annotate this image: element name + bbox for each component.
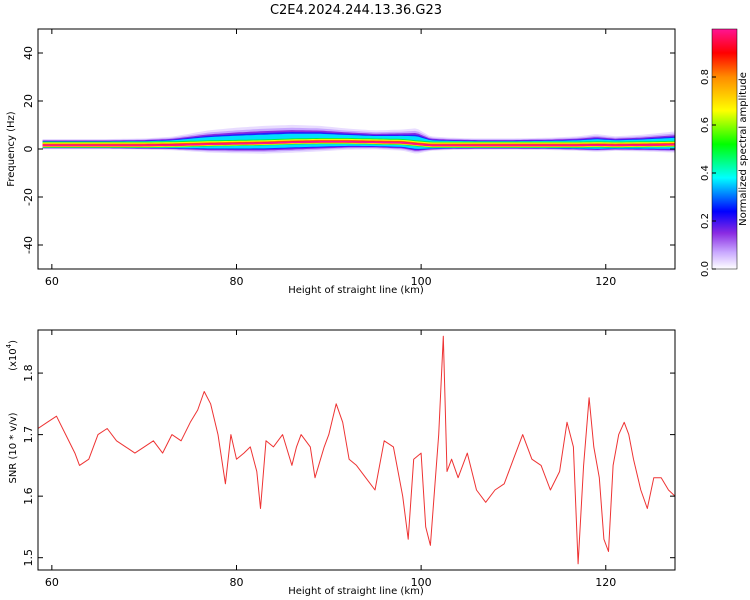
- snr-y-tick-label: 1.5: [22, 549, 35, 567]
- snr-y-scale-label: (x104): [5, 340, 19, 371]
- snr-series-line: [38, 335, 675, 565]
- colorbar-ticks: 0.0 0.2 0.4 0.6 0.8: [700, 69, 716, 277]
- snr-x-axis-label: Height of straight line (km): [288, 586, 424, 597]
- spectrogram-heatmap: [42, 124, 675, 154]
- snr-panel: 60 80 100 120 1.5 1.6 1.7 1.8 Height of straig…: [5, 329, 676, 597]
- snr-x-tick-label: 80: [229, 576, 243, 589]
- snr-x-ticks: 60 80 100 120: [45, 330, 616, 589]
- snr-x-tick-label: 60: [45, 576, 59, 589]
- spectrogram-y-tick-label: -20: [22, 188, 35, 206]
- colorbar-tick-label: 0.2: [700, 213, 711, 229]
- spectrogram-y-axis-label: Frequency (Hz): [6, 111, 17, 187]
- spectrogram-x-tick-label: 60: [45, 275, 59, 288]
- colorbar-tick-label: 0.0: [700, 261, 711, 277]
- colorbar-gradient: [711, 28, 738, 270]
- spectrogram-y-tick-label: 20: [22, 94, 35, 108]
- snr-x-tick-label: 100: [411, 576, 432, 589]
- snr-frame: [37, 329, 676, 571]
- colorbar: 0.0 0.2 0.4 0.6 0.8 Normalized spectral ampl…: [700, 28, 749, 277]
- figure-title: C2E4.2024.244.13.36.G23: [270, 3, 442, 18]
- snr-x-tick-label: 120: [595, 576, 616, 589]
- colorbar-tick-label: 0.4: [700, 165, 711, 181]
- spectrogram-y-tick-label: 0: [22, 146, 35, 153]
- spectrogram-x-tick-label: 120: [595, 275, 616, 288]
- snr-y-tick-label: 1.6: [22, 487, 35, 505]
- spectrogram-panel: 60 80 100 120 40 20 0 -20 -40 Height of straigh…: [6, 28, 676, 296]
- snr-y-axis-label: SNR (10 * v/v): [8, 412, 19, 483]
- spectrogram-x-tick-label: 100: [411, 275, 432, 288]
- spectrogram-y-tick-label: 40: [22, 46, 35, 60]
- spectrogram-y-tick-label: -40: [22, 236, 35, 254]
- spectrogram-x-axis-label: Height of straight line (km): [288, 285, 424, 296]
- spectrogram-x-tick-label: 80: [229, 275, 243, 288]
- colorbar-tick-label: 0.8: [700, 69, 711, 85]
- snr-y-tick-label: 1.8: [22, 364, 35, 382]
- colorbar-tick-label: 0.6: [700, 117, 711, 133]
- spectrogram-peak-ridge: [42, 141, 675, 147]
- snr-y-ticks: 1.5 1.6 1.7 1.8: [22, 364, 675, 566]
- colorbar-label: Normalized spectral amplitude: [738, 72, 749, 226]
- spectrogram-x-ticks: 60 80 100 120: [45, 29, 616, 288]
- snr-y-tick-label: 1.7: [22, 426, 35, 444]
- spectrogram-y-ticks: 40 20 0 -20 -40: [22, 46, 675, 254]
- snr-y-scale-base: (x104): [5, 340, 19, 371]
